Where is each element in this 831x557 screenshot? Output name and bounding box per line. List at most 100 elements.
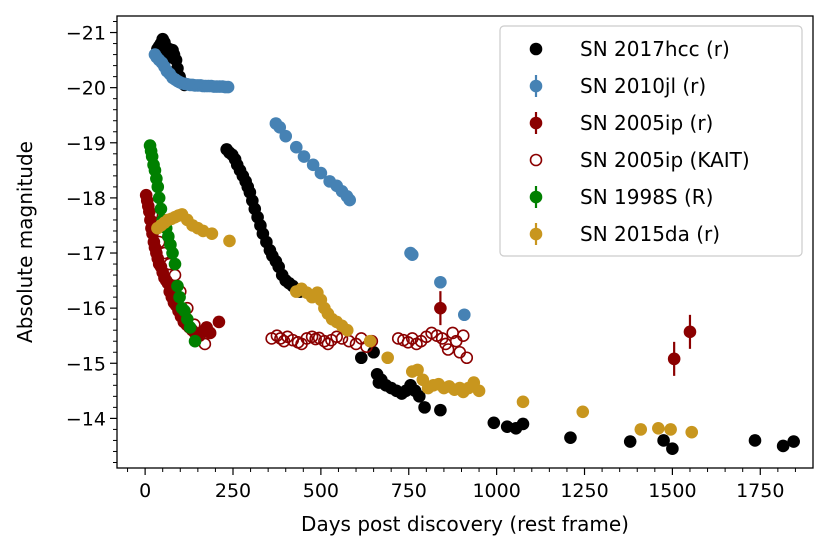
legend-label: SN 2015da (r) [580, 222, 720, 246]
data-point [652, 422, 665, 435]
y-tick-label: −20 [66, 78, 106, 100]
data-point [401, 336, 415, 349]
series-5 [151, 208, 699, 439]
legend-item: SN 2005ip (KAIT) [529, 148, 750, 172]
data-point [274, 332, 287, 345]
legend-item: SN 2017hcc (r) [529, 37, 730, 61]
data-point [434, 301, 447, 315]
data-point [623, 435, 637, 448]
data-point [300, 332, 314, 345]
data-point [297, 150, 311, 163]
data-point [472, 384, 486, 398]
data-point [787, 435, 800, 448]
y-tick-label: −21 [66, 23, 106, 45]
y-tick-label: −17 [66, 243, 106, 265]
data-point [441, 343, 455, 356]
data-point [279, 129, 293, 143]
x-tick-label: 1750 [736, 480, 784, 502]
data-point [306, 158, 320, 172]
legend-marker [529, 190, 543, 204]
data-point [456, 329, 470, 343]
data-point [183, 321, 197, 334]
data-point [168, 268, 182, 282]
data-point [273, 121, 287, 134]
y-tick-label: −15 [66, 353, 106, 375]
data-point [453, 345, 467, 359]
data-point [212, 315, 226, 329]
data-point [657, 434, 670, 447]
data-point [171, 279, 184, 293]
legend-marker [529, 227, 543, 241]
y-tick-label: −16 [66, 298, 106, 320]
series-1 [148, 48, 471, 322]
data-point [418, 401, 431, 414]
data-point [683, 325, 697, 339]
legend-marker [529, 153, 543, 167]
legend-item: SN 1998S (R) [529, 185, 713, 209]
data-point [221, 80, 235, 94]
data-point [363, 334, 377, 348]
legend-label: SN 1998S (R) [580, 185, 713, 209]
data-point [405, 248, 419, 261]
data-point [685, 425, 699, 439]
legend-marker [529, 79, 543, 93]
data-point [321, 337, 335, 351]
legend-label: SN 2005ip (r) [580, 111, 713, 135]
data-point [413, 390, 426, 403]
legend-marker [529, 42, 543, 56]
x-tick-label: 1250 [560, 480, 608, 502]
data-point [576, 405, 590, 419]
data-point [664, 423, 677, 436]
data-point [667, 352, 681, 366]
plot-points-layer [139, 32, 800, 456]
legend-marker [529, 116, 543, 130]
y-tick-label: −19 [66, 133, 106, 155]
data-point [434, 275, 447, 289]
y-tick-label: −14 [66, 408, 106, 430]
x-tick-label: 1000 [472, 480, 520, 502]
y-tick-label: −18 [66, 188, 106, 210]
data-point [318, 334, 331, 348]
y-axis-label: Absolute magnitude [13, 141, 37, 343]
legend-label: SN 2010jl (r) [580, 74, 706, 98]
data-point [145, 208, 159, 221]
data-point [223, 234, 236, 248]
x-tick-label: 0 [139, 480, 151, 502]
data-point [516, 395, 530, 409]
data-point [166, 246, 179, 260]
x-tick-label: 250 [215, 480, 251, 502]
data-point [634, 423, 648, 436]
data-point [173, 290, 186, 304]
data-point [457, 308, 471, 322]
data-point [343, 193, 357, 207]
data-point [434, 403, 447, 417]
data-point [205, 227, 219, 241]
data-point [152, 235, 166, 249]
data-point [367, 345, 380, 359]
x-tick-label: 750 [391, 480, 427, 502]
legend-item: SN 2015da (r) [529, 222, 720, 246]
data-point [516, 417, 530, 431]
x-tick-label: 500 [303, 480, 339, 502]
data-point [154, 202, 168, 216]
series-3 [145, 208, 474, 365]
data-point [748, 434, 762, 447]
data-point [381, 351, 394, 365]
data-point [151, 180, 165, 194]
data-point [487, 416, 501, 430]
data-point [564, 431, 577, 444]
legend-label: SN 2017hcc (r) [580, 37, 730, 61]
data-point [460, 351, 474, 365]
data-point [355, 351, 368, 365]
data-point [289, 140, 303, 154]
legend-box [499, 25, 803, 257]
legend-label: SN 2005ip (KAIT) [580, 148, 750, 172]
axes: 0 250 500 750 1000 1250 1500 1750 −14 −15 −16 −17 −1… [66, 21, 796, 502]
legend-item: SN 2010jl (r) [529, 74, 706, 98]
x-axis-label: Days post discovery (rest frame) [301, 512, 629, 536]
data-point [340, 323, 354, 337]
legend-item: SN 2005ip (r) [529, 111, 713, 135]
data-point [411, 363, 424, 377]
data-point [776, 439, 790, 453]
